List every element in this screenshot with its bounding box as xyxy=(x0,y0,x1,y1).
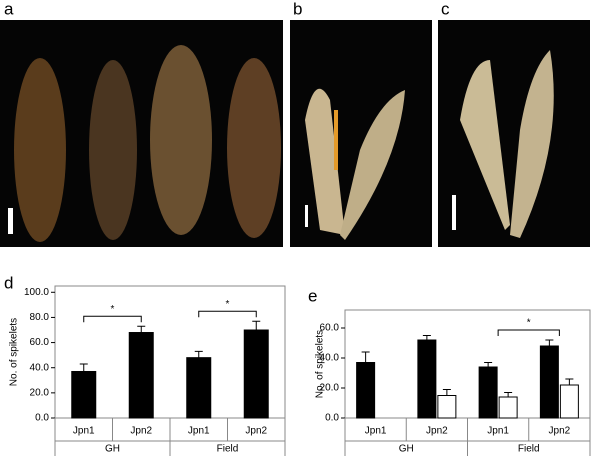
photos xyxy=(0,20,590,247)
x-tick-label: Jpn1 xyxy=(73,426,95,437)
y-tick-label: 20.0 xyxy=(30,387,50,398)
scale-bar xyxy=(452,195,456,230)
y-tick-label: 60.0 xyxy=(320,323,340,334)
bar xyxy=(243,329,269,419)
significance-label: * xyxy=(527,318,531,329)
error-bar xyxy=(361,351,370,363)
significance-bracket xyxy=(497,329,560,336)
bar xyxy=(559,384,579,419)
y-tick-label: 100.0 xyxy=(24,287,49,298)
x-tick-label: Jpn1 xyxy=(365,426,387,437)
y-tick-label: 40.0 xyxy=(320,353,340,364)
error-bar xyxy=(484,362,493,367)
scale-bar xyxy=(8,208,13,234)
panel-label: d xyxy=(4,273,13,292)
error-bar xyxy=(79,363,88,372)
group-label: GH xyxy=(399,444,414,455)
panel-label: b xyxy=(293,0,302,18)
y-tick-label: 0.0 xyxy=(35,413,49,424)
x-tick-label: Jpn2 xyxy=(426,426,448,437)
glume xyxy=(510,50,554,238)
error-bar xyxy=(565,378,574,385)
group-label: Field xyxy=(217,444,239,455)
glume xyxy=(305,88,345,235)
panel-label: e xyxy=(308,286,317,305)
y-tick-label: 80.0 xyxy=(30,312,50,323)
scale-bar xyxy=(305,205,308,227)
bar xyxy=(186,357,212,419)
error-bar xyxy=(137,325,146,333)
glume xyxy=(340,90,405,240)
bar xyxy=(128,332,154,419)
group-label: GH xyxy=(105,444,120,455)
error-bar xyxy=(545,339,554,346)
significance-label: * xyxy=(226,299,230,310)
x-tick-label: Jpn1 xyxy=(188,426,210,437)
y-tick-label: 20.0 xyxy=(320,383,340,394)
bar xyxy=(356,362,376,419)
x-tick-label: Jpn1 xyxy=(487,426,509,437)
bar xyxy=(417,339,437,419)
bar xyxy=(437,395,457,419)
y-tick-label: 40.0 xyxy=(30,362,50,373)
bar xyxy=(498,396,518,419)
significance-bracket xyxy=(83,315,142,323)
panel-label: c xyxy=(441,0,450,18)
bar xyxy=(478,366,498,419)
error-bar xyxy=(194,350,203,358)
grain xyxy=(150,45,212,235)
y-tick-label: 60.0 xyxy=(30,337,50,348)
x-tick-label: Jpn2 xyxy=(549,426,571,437)
glume xyxy=(460,60,510,230)
error-bar xyxy=(504,392,513,397)
x-tick-label: Jpn2 xyxy=(245,426,267,437)
significance-label: * xyxy=(111,304,115,315)
significance-bracket xyxy=(198,310,257,318)
error-bar xyxy=(442,389,451,396)
grain xyxy=(89,60,137,240)
y-axis-label: No. of spikelets xyxy=(9,318,20,386)
y-tick-label: 0.0 xyxy=(325,413,339,424)
x-tick-label: Jpn2 xyxy=(130,426,152,437)
grain xyxy=(227,58,281,238)
y-axis-label: No. of spikelets xyxy=(315,330,326,398)
error-bar xyxy=(252,320,261,330)
grain xyxy=(14,58,66,242)
bar xyxy=(71,370,97,419)
error-bar xyxy=(422,335,431,340)
panel-label: a xyxy=(4,0,14,18)
group-label: Field xyxy=(518,444,540,455)
anther xyxy=(334,110,338,170)
bar xyxy=(539,345,559,419)
